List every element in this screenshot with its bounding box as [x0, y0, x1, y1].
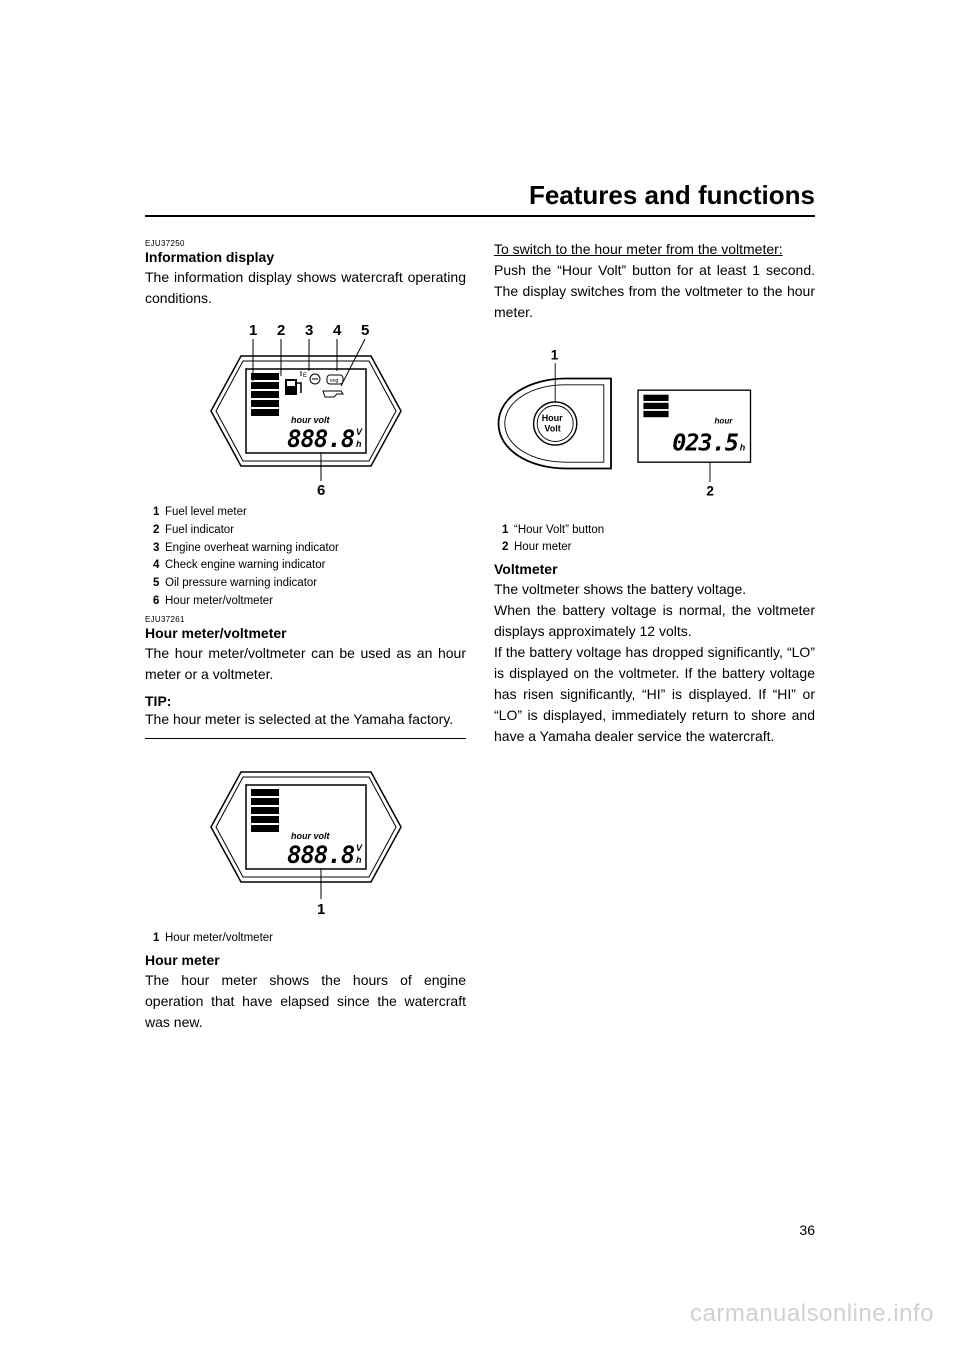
legend-text: Engine overheat warning indicator: [165, 542, 339, 554]
col-right: To switch to the hour meter from the vol…: [494, 239, 815, 1033]
figure-legend: 1“Hour Volt” button 2Hour meter: [494, 522, 815, 558]
page-content: Features and functions EJU37250 Informat…: [0, 0, 960, 1033]
body-text: The hour meter/voltmeter can be used as …: [145, 643, 466, 685]
section-ref: EJU37250: [145, 239, 466, 248]
lcd-h: h: [356, 439, 362, 449]
tip-body: The hour meter is selected at the Yamaha…: [145, 709, 466, 739]
lcd-h: h: [740, 443, 746, 453]
legend-num: 5: [153, 575, 165, 593]
lcd-h: h: [356, 855, 362, 865]
body-text: If the battery voltage has dropped signi…: [494, 642, 815, 747]
lcd-v: V: [356, 427, 363, 437]
lcd-readout: 023.5: [672, 429, 739, 457]
lcd-readout: 888.8: [287, 841, 355, 869]
col-left: EJU37250 Information display The informa…: [145, 239, 466, 1033]
display-label: hour volt: [291, 415, 330, 425]
section-ref: EJU37261: [145, 615, 466, 624]
section-heading: Hour meter/voltmeter: [145, 625, 466, 641]
legend-text: Hour meter/voltmeter: [165, 932, 273, 944]
section-heading: Voltmeter: [494, 561, 815, 577]
legend-num: 3: [153, 540, 165, 558]
button-label-1: Hour: [542, 413, 563, 423]
body-text: The hour meter shows the hours of engine…: [145, 970, 466, 1033]
watermark: carmanualsonline.info: [690, 1300, 934, 1328]
callout-2: 2: [277, 322, 285, 339]
legend-text: Check engine warning indicator: [165, 559, 325, 571]
callout-3: 3: [305, 322, 313, 339]
lcd-readout: 888.8: [287, 425, 355, 453]
svg-text:eng: eng: [330, 378, 339, 384]
display-label: hour volt: [291, 831, 330, 841]
underlined-text: To switch to the hour meter from the vol…: [494, 239, 815, 260]
callout-1: 1: [317, 901, 325, 918]
legend-text: Oil pressure warning indicator: [165, 577, 317, 589]
legend-num: 6: [153, 593, 165, 611]
lcd-v: V: [356, 843, 363, 853]
callout-6: 6: [317, 482, 325, 496]
hourvolt-button-figure: 1 Hour Volt hour 023.5 h 2: [494, 347, 764, 505]
body-text: When the battery voltage is normal, the …: [494, 600, 815, 642]
callout-1: 1: [249, 322, 257, 339]
info-display-figure: 1 2 3 4 5: [191, 321, 421, 496]
legend-text: Fuel level meter: [165, 506, 247, 518]
section-heading: Information display: [145, 249, 466, 265]
callout-5: 5: [361, 322, 369, 339]
button-label-2: Volt: [544, 424, 560, 434]
page-number: 36: [799, 1222, 815, 1238]
legend-num: 1: [153, 930, 165, 948]
callout-2: 2: [706, 484, 714, 499]
legend-num: 1: [502, 522, 514, 540]
legend-num: 2: [153, 522, 165, 540]
body-text: Push the “Hour Volt” button for at least…: [494, 260, 815, 323]
columns: EJU37250 Information display The informa…: [145, 239, 815, 1033]
tip-label: TIP:: [145, 693, 466, 709]
section-heading: Hour meter: [145, 952, 466, 968]
legend-text: Fuel indicator: [165, 524, 234, 536]
legend-num: 2: [502, 539, 514, 557]
chapter-title: Features and functions: [145, 180, 815, 217]
figure-legend: 1Hour meter/voltmeter: [145, 930, 466, 948]
legend-num: 1: [153, 504, 165, 522]
legend-text: “Hour Volt” button: [514, 524, 604, 536]
svg-text:E: E: [303, 373, 307, 379]
legend-num: 4: [153, 557, 165, 575]
callout-1: 1: [551, 348, 559, 363]
figure-legend: 1Fuel level meter 2Fuel indicator 3Engin…: [145, 504, 466, 611]
hourvolt-figure: hour volt 888.8 V h 1: [191, 757, 421, 922]
legend-text: Hour meter: [514, 541, 572, 553]
callout-4: 4: [333, 322, 342, 339]
body-text: The voltmeter shows the battery voltage.: [494, 579, 815, 600]
display-label: hour: [715, 417, 734, 426]
legend-text: Hour meter/voltmeter: [165, 595, 273, 607]
body-text: The information display shows watercraft…: [145, 267, 466, 309]
